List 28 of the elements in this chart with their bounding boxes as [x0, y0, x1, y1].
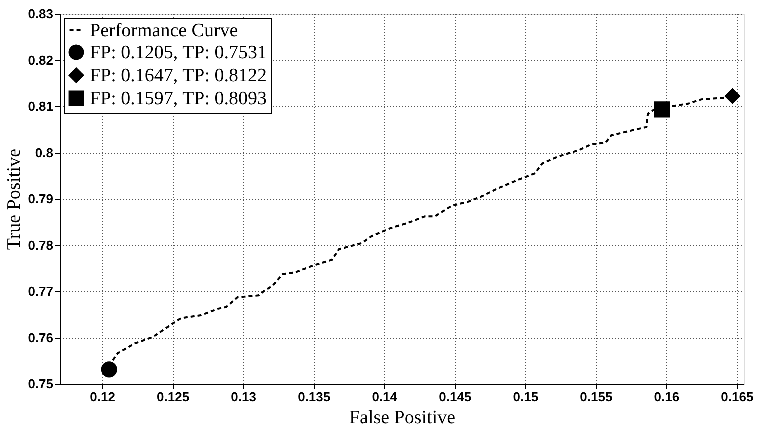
y-tick-label: 0.75 — [28, 376, 54, 392]
point — [101, 362, 118, 378]
y-axis-title: True Positive — [4, 148, 26, 250]
x-tick-label: 0.135 — [298, 390, 331, 404]
x-tick-label: 0.12 — [90, 390, 116, 404]
x-tick-label: 0.125 — [157, 390, 190, 404]
y-tick-label: 0.81 — [28, 99, 54, 114]
point — [724, 88, 741, 104]
x-tick-label: 0.13 — [231, 390, 256, 404]
x-tick-label: 0.155 — [580, 390, 613, 404]
x-tick-label: 0.14 — [372, 390, 398, 404]
y-tick-label: 0.82 — [28, 52, 54, 68]
x-tick-label: 0.145 — [439, 390, 472, 404]
x-tick-label: 0.165 — [721, 390, 754, 404]
y-tick-label: 0.77 — [28, 284, 54, 299]
y-tick-label: 0.8 — [35, 145, 54, 160]
legend-label: FP: 0.1205, TP: 0.7531 — [90, 42, 268, 64]
x-axis-title: False Positive — [349, 408, 456, 428]
legend-label: FP: 0.1597, TP: 0.8093 — [90, 88, 268, 110]
y-tick-label: 0.83 — [28, 6, 54, 22]
x-tick-label: 0.16 — [654, 390, 680, 404]
y-tick-label: 0.79 — [28, 192, 54, 206]
x-tick-label: 0.15 — [513, 390, 539, 404]
legend-label: Performance Curve — [90, 20, 238, 42]
legend-label: FP: 0.1647, TP: 0.8122 — [90, 66, 268, 86]
y-tick-label: 0.76 — [28, 330, 54, 346]
point — [654, 102, 670, 118]
y-tick-label: 0.78 — [28, 238, 54, 253]
